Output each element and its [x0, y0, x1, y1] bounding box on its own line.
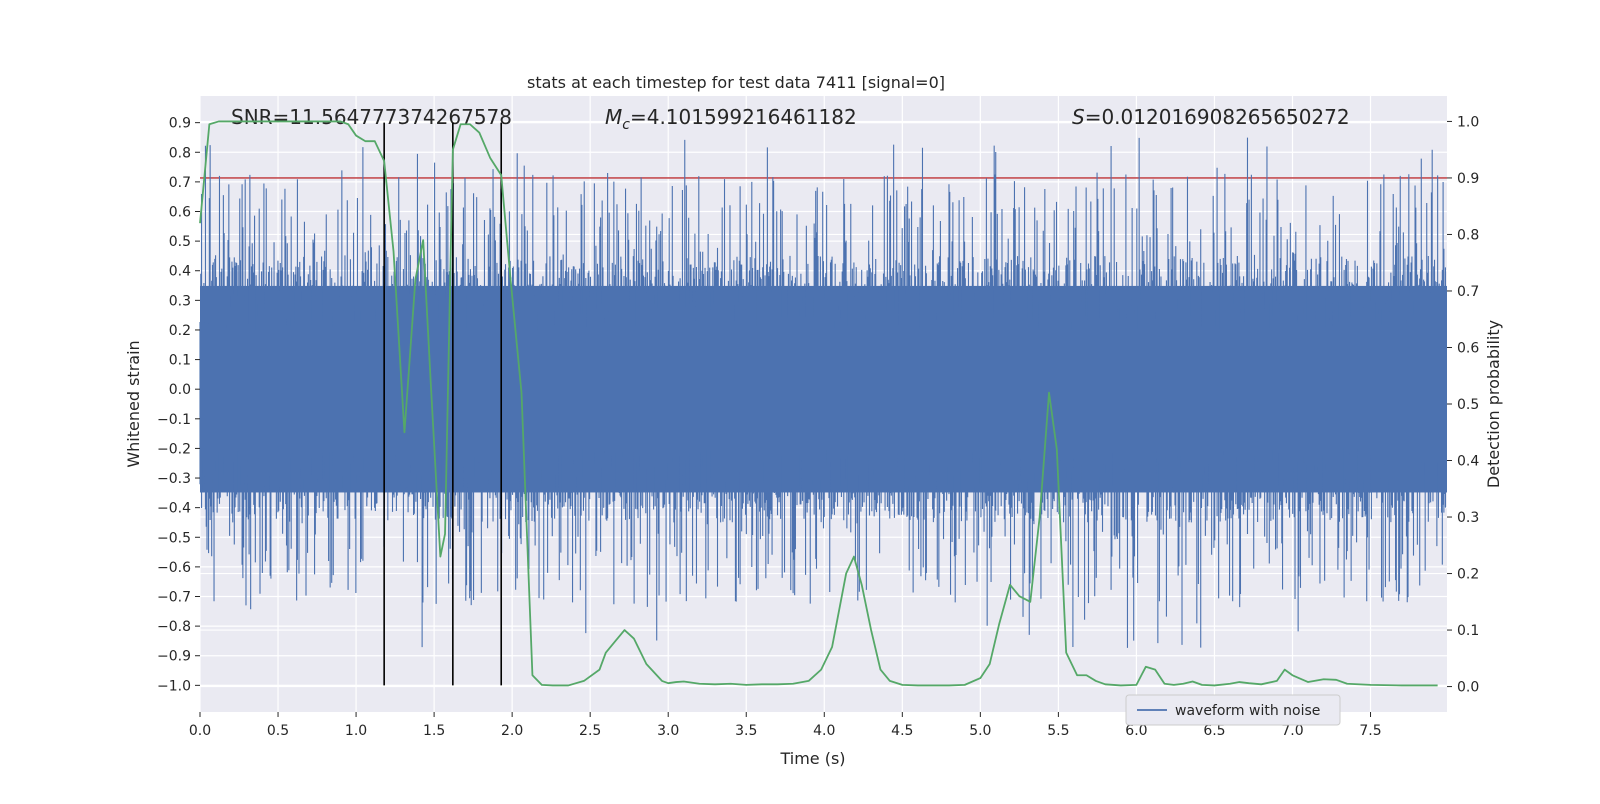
x-tick-label: 5.5: [1047, 723, 1069, 739]
x-tick-label: 2.0: [501, 723, 523, 739]
legend-label: waveform with noise: [1175, 703, 1320, 719]
y2-tick-label: 0.4: [1457, 454, 1479, 470]
y2-tick-label: 0.8: [1457, 227, 1479, 243]
y-axis-label: Whitened strain: [124, 340, 143, 467]
s-annotation: S=0.012016908265650272: [1072, 105, 1350, 129]
x-tick-label: 0.5: [267, 723, 289, 739]
mc-symbol: M: [605, 105, 622, 129]
vertical-markers: [383, 122, 503, 686]
mc-annotation: Mc=4.101599216461182: [605, 105, 857, 133]
y-tick-label: 0.9: [169, 116, 191, 132]
y2-tick-label: 0.7: [1457, 284, 1479, 300]
y-tick-label: −0.2: [157, 441, 191, 457]
y2-tick-label: 0.3: [1457, 510, 1479, 526]
x-tick-label: 6.5: [1203, 723, 1225, 739]
snr-annotation: SNR=11.564777374267578: [231, 105, 512, 129]
probability-line: [199, 120, 1438, 687]
x-tick-label: 3.0: [657, 723, 679, 739]
x-tick-label: 7.5: [1359, 723, 1381, 739]
y2-tick-label: 0.6: [1457, 340, 1479, 356]
legend-box: [1125, 694, 1341, 726]
mc-subscript: c: [622, 117, 630, 133]
y-tick-label: −0.5: [157, 530, 191, 546]
y-tick-label: 0.4: [169, 264, 191, 280]
x-tick-label: 1.0: [345, 723, 367, 739]
y2-tick-label: 1.0: [1457, 114, 1479, 130]
y2-tick-label: 0.5: [1457, 397, 1479, 413]
y-tick-label: −0.1: [157, 412, 191, 428]
y-tick-label: −0.4: [157, 501, 191, 517]
x-tick-label: 0.0: [189, 723, 211, 739]
y-tick-label: 0.6: [169, 205, 191, 221]
y2-axis-ticks: 1.0 0.9 0.8 0.7 0.6 0.5 0.4 0.3 0.2 0.1 0.0: [1447, 114, 1479, 696]
y2-tick-label: 0.1: [1457, 623, 1479, 639]
s-value: =0.012016908265650272: [1085, 105, 1350, 129]
chart-title: stats at each timestep for test data 741…: [527, 73, 945, 92]
x-tick-label: 3.5: [735, 723, 757, 739]
y-tick-label: 0.8: [169, 145, 191, 161]
legend: waveform with noise: [1125, 694, 1341, 726]
y-tick-label: 0.3: [169, 293, 191, 309]
y-tick-label: −0.7: [157, 590, 191, 606]
y2-tick-label: 0.0: [1457, 680, 1479, 696]
x-axis-ticks: 0.0 0.5 1.0 1.5 2.0 2.5 3.0 3.5 4.0 4.5 5.0 5.5 6.0 6…: [189, 712, 1382, 739]
y-tick-label: 0.1: [169, 353, 191, 369]
y-tick-label: 0.2: [169, 323, 191, 339]
s-symbol: S: [1072, 105, 1085, 129]
x-tick-label: 5.0: [969, 723, 991, 739]
y-axis-ticks: 0.9 0.8 0.7 0.6 0.5 0.4 0.3 0.2 0.1 0.0 −0.1 −0.2 −0…: [157, 116, 200, 694]
mc-value: =4.101599216461182: [630, 105, 857, 129]
x-tick-label: 6.0: [1125, 723, 1147, 739]
y2-axis-label: Detection probability: [1484, 320, 1503, 488]
x-tick-label: 1.5: [423, 723, 445, 739]
y-tick-label: 0.0: [169, 382, 191, 398]
waveform-line: [199, 137, 1447, 648]
x-tick-label: 4.0: [813, 723, 835, 739]
x-tick-label: 4.5: [891, 723, 913, 739]
y-tick-label: −0.9: [157, 649, 191, 665]
y-tick-label: 0.7: [169, 175, 191, 191]
y-tick-label: −0.3: [157, 471, 191, 487]
y-tick-label: −0.8: [157, 619, 191, 635]
x-tick-label: 2.5: [579, 723, 601, 739]
x-axis-label: Time (s): [779, 749, 845, 768]
y2-tick-label: 0.9: [1457, 171, 1479, 187]
y-tick-label: −1.0: [157, 678, 191, 694]
y-tick-label: 0.5: [169, 234, 191, 250]
x-tick-label: 7.0: [1281, 723, 1303, 739]
y-tick-label: −0.6: [157, 560, 191, 576]
y2-tick-label: 0.2: [1457, 567, 1479, 583]
probability-series: [199, 120, 1438, 687]
